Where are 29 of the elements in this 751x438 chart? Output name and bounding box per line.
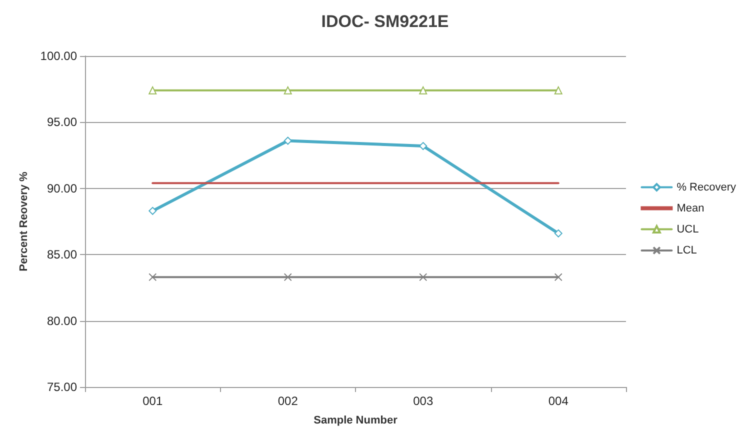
y-tick-label: 95.00 [46, 115, 78, 130]
y-tick-label: 100.00 [40, 49, 78, 63]
point [419, 86, 428, 94]
point [284, 273, 292, 282]
x-tick-label: 004 [548, 394, 569, 408]
point [284, 86, 292, 94]
point [284, 136, 292, 145]
point [554, 229, 562, 238]
x-tick-label: 002 [278, 394, 298, 408]
y-axis-title: Percent Reovery % [18, 171, 30, 272]
point [419, 273, 428, 282]
y-tick-label: 90.00 [46, 181, 78, 196]
y-tick-label: 85.00 [46, 248, 78, 262]
legend-label: LCL [676, 244, 697, 256]
chart-title: IDOC- SM9221E [321, 12, 449, 31]
point [148, 86, 157, 94]
legend-label: Mean [676, 202, 704, 214]
point [554, 273, 562, 282]
x-axis-title: Sample Number [314, 414, 398, 426]
x-tick-label: 001 [142, 394, 163, 408]
legend-label: UCL [676, 223, 699, 236]
legend-label: % Recovery [676, 181, 736, 194]
x-tick-label: 003 [413, 394, 434, 408]
point [419, 142, 428, 150]
point [148, 273, 157, 282]
y-tick-label: 75.00 [46, 380, 78, 394]
point [554, 86, 562, 94]
y-tick-label: 80.00 [46, 314, 78, 328]
point [148, 206, 157, 215]
